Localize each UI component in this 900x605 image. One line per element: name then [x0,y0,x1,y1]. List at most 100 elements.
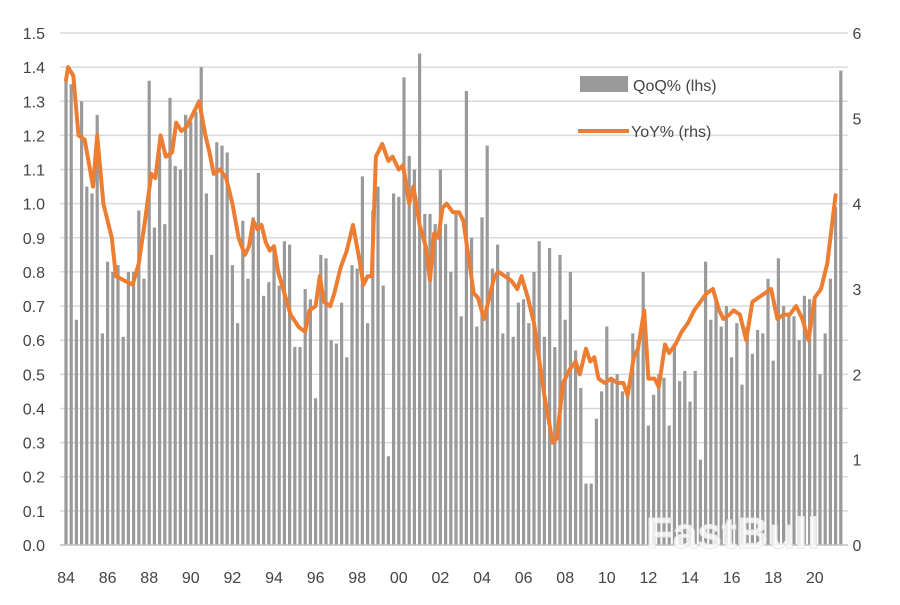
legend: QoQ% (lhs) YoY% (rhs) [578,76,717,141]
qoq-bar [678,381,682,545]
qoq-bar [111,271,115,545]
qoq-bar [704,261,708,545]
y-left-tick-label: 0.1 [23,504,45,521]
qoq-bar [272,248,276,546]
qoq-bar [761,333,765,545]
qoq-bar [589,483,593,545]
qoq-bar [485,145,489,545]
qoq-bar [475,326,479,545]
qoq-bar [262,295,266,545]
gridlines [60,32,848,512]
qoq-bar [527,323,531,545]
y-left-tick-label: 0.3 [23,436,45,453]
qoq-bar [600,391,604,545]
x-tick-label: 00 [390,570,408,587]
y-left-tick-label: 1.4 [23,60,45,77]
qoq-bar [537,241,541,546]
x-tick-label: 08 [556,570,574,587]
qoq-bar [407,155,411,545]
qoq-bar [308,299,312,545]
qoq-bar [251,217,255,545]
y-right-tick-label: 0 [853,538,862,555]
x-tick-label: 18 [764,570,782,587]
legend-label-yoy: YoY% (rhs) [631,124,711,141]
x-tick-label: 14 [681,570,699,587]
qoq-bar [412,169,416,546]
y-left-tick-label: 1.5 [23,26,45,43]
qoq-bar [522,299,526,545]
y-left-tick-label: 0.7 [23,299,45,316]
qoq-bar [636,340,640,545]
qoq-bar [516,302,520,545]
qoq-bar [282,241,286,546]
qoq-bar [433,224,437,545]
qoq-bar [776,258,780,545]
qoq-bar [204,193,208,545]
qoq-bar [142,278,146,545]
qoq-bar [579,387,583,545]
qoq-bar [464,91,468,545]
x-tick-label: 20 [806,570,824,587]
qoq-bar [605,326,609,545]
y-left-tick-label: 1.1 [23,163,45,180]
qoq-bar [386,456,390,545]
qoq-bar [381,285,385,545]
qoq-bar [511,336,515,545]
qoq-bar [745,326,749,545]
qoq-bar [444,224,448,545]
x-tick-label: 86 [99,570,117,587]
qoq-bar [735,323,739,545]
qoq-bar [542,336,546,545]
qoq-bar [210,254,214,545]
qoq-bar [584,483,588,545]
qoq-bar [719,326,723,545]
qoq-bar [95,114,99,546]
legend-swatch-qoq [580,76,628,92]
qoq-bar [626,391,630,545]
qoq-bar [709,319,713,545]
qoq-bar [568,271,572,545]
qoq-bar [173,166,177,545]
x-tick-label: 96 [307,570,325,587]
qoq-bar [553,347,557,545]
qoq-bar [163,224,167,545]
qoq-bar [225,152,229,545]
qoq-bar [631,333,635,545]
watermark: FastBull [646,509,820,558]
qoq-bar [667,425,671,545]
qoq-bar [397,196,401,545]
qoq-bar [418,53,422,545]
y-left-tick-label: 0.6 [23,333,45,350]
qoq-bar [277,285,281,545]
qoq-bar [501,333,505,545]
x-tick-label: 04 [473,570,491,587]
y-right-tick-label: 3 [853,282,862,299]
qoq-bar [818,374,822,545]
qoq-bar [740,384,744,545]
yoy-line-group [64,65,838,445]
y-left-tick-label: 1.3 [23,94,45,111]
qoq-bar [90,193,94,545]
qoq-bar [126,271,130,545]
qoq-bar [797,340,801,545]
qoq-bar [620,391,624,545]
qoq-bar [693,370,697,545]
x-tick-label: 90 [182,570,200,587]
qoq-bar [594,418,598,545]
qoq-bar [548,248,552,546]
qoq-bar [256,172,260,546]
y-axis-left: 0.0 0.1 0.2 0.3 0.4 0.5 0.6 0.7 0.8 0.9 1.0 1.1 1.2 1… [23,26,45,555]
qoq-bar [808,299,812,545]
yoy-line [64,65,838,445]
qoq-bar [839,70,843,546]
qoq-bar [116,265,120,545]
qoq-bar [438,169,442,546]
y-axis-right: 0 1 2 3 4 5 6 [853,26,862,555]
qoq-bar [360,176,364,546]
y-left-tick-label: 0.0 [23,538,45,555]
qoq-bar [376,186,380,545]
qoq-bar [158,152,162,545]
qoq-bar [298,347,302,545]
x-axis: 84 86 88 90 92 94 96 98 00 02 04 06 08 10 12 14 16 18 20 [57,544,848,587]
qoq-bar [137,210,141,545]
